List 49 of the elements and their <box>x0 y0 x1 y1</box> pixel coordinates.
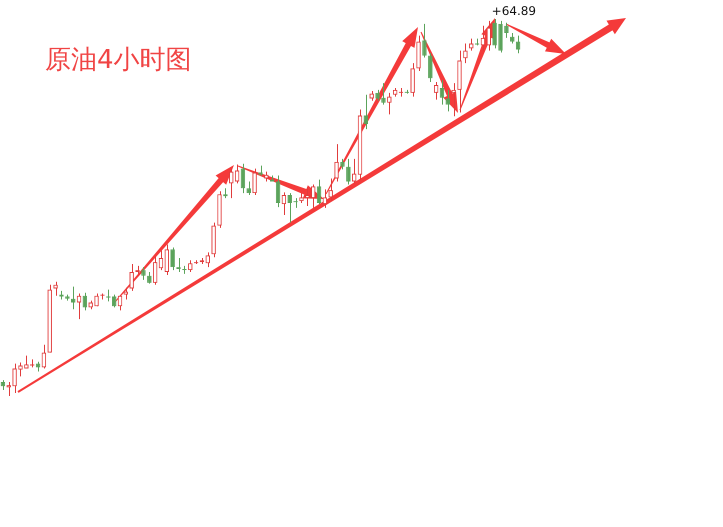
candlestick <box>94 292 99 307</box>
candlestick <box>152 256 158 286</box>
candlestick <box>70 286 76 310</box>
candlestick <box>451 82 456 117</box>
candlestick <box>264 171 269 182</box>
candlestick <box>492 18 497 49</box>
candlestick <box>328 178 333 202</box>
candlestick <box>364 94 368 130</box>
candlestick <box>112 294 116 308</box>
candlestick <box>240 163 246 194</box>
candlestick <box>164 244 170 276</box>
candlestick <box>446 89 450 112</box>
candlestick <box>428 52 432 82</box>
candlestick <box>352 158 356 184</box>
candlestick <box>276 174 280 208</box>
candlestick <box>387 92 392 115</box>
candlestick <box>206 252 210 268</box>
candlestick <box>463 43 468 64</box>
candlestick <box>12 363 17 394</box>
candlestick <box>188 260 192 272</box>
candlestick <box>124 287 128 300</box>
candlestick <box>36 361 40 372</box>
candlestick <box>375 89 380 102</box>
candlestick <box>346 158 351 186</box>
candlestick <box>410 62 415 98</box>
candlestick <box>252 168 257 196</box>
candlestick <box>334 144 339 182</box>
candlestick <box>130 264 134 292</box>
candlestick <box>82 292 88 311</box>
candlestick <box>469 38 474 52</box>
candlestick <box>422 23 427 58</box>
candlestick <box>42 344 46 369</box>
candlestick <box>229 168 234 199</box>
candlestick <box>486 20 491 52</box>
candlestick <box>141 266 146 280</box>
candlestick <box>516 35 520 54</box>
candlestick <box>322 188 328 208</box>
candlestick <box>504 22 509 38</box>
candlestick <box>6 382 11 396</box>
text: +64.89 <box>492 4 536 18</box>
candlestick <box>282 192 286 216</box>
candlestick <box>234 164 240 184</box>
candlestick <box>434 81 438 100</box>
candlestick <box>170 246 175 271</box>
candlestick <box>288 192 292 224</box>
candlestick <box>510 32 514 44</box>
text: 原油4小时图 <box>45 44 192 77</box>
candlestick <box>0 380 6 390</box>
candlestick <box>370 90 374 102</box>
